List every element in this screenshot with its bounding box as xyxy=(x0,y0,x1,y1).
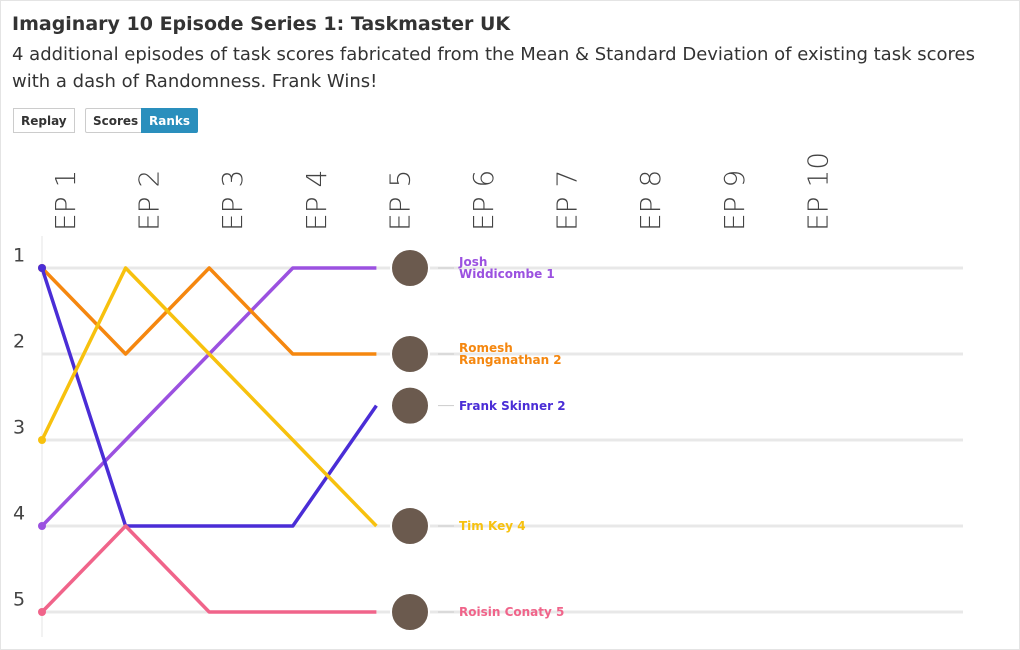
x-tick-label: EP 1 xyxy=(49,170,82,231)
avatar xyxy=(390,592,430,632)
series-label: Tim Key 4 xyxy=(459,519,526,533)
series-label: Romesh Ranganathan 2 xyxy=(459,341,562,367)
start-point xyxy=(38,436,46,444)
series-line xyxy=(40,266,378,528)
y-tick-label: 3 xyxy=(13,417,25,439)
y-tick-label: 1 xyxy=(13,245,25,267)
y-tick-label: 5 xyxy=(13,589,25,611)
replay-button[interactable]: Replay xyxy=(13,108,75,133)
start-point xyxy=(38,608,46,616)
x-tick-label: EP 7 xyxy=(551,170,584,231)
title: Imaginary 10 Episode Series 1: Taskmaste… xyxy=(12,13,511,35)
x-tick-label: EP 3 xyxy=(216,170,249,231)
avatar xyxy=(390,385,430,426)
avatar xyxy=(390,506,430,546)
x-tick-label: EP 2 xyxy=(133,170,166,231)
series-label: Roisin Conaty 5 xyxy=(459,605,565,619)
y-tick-label: 4 xyxy=(13,503,25,525)
x-tick-label: EP 5 xyxy=(383,170,416,231)
start-point xyxy=(38,522,46,530)
x-tick-label: EP 9 xyxy=(718,170,751,231)
x-tick-label: EP 10 xyxy=(801,152,834,231)
series-line xyxy=(40,524,377,614)
avatar xyxy=(390,248,430,288)
x-tick-label: EP 6 xyxy=(467,170,500,231)
series-line xyxy=(40,266,377,528)
series-label: Josh Widdicombe 1 xyxy=(459,255,555,281)
series-line xyxy=(40,267,378,528)
series-label: Frank Skinner 2 xyxy=(459,398,566,413)
mode-button[interactable]: Scores xyxy=(85,108,147,133)
series-line xyxy=(40,266,377,356)
x-tick-label: EP 8 xyxy=(634,170,667,231)
avatar xyxy=(390,334,430,374)
x-tick-label: EP 4 xyxy=(300,170,333,231)
mode-button[interactable]: Ranks xyxy=(141,108,199,133)
subtitle: 4 additional episodes of task scores fab… xyxy=(12,44,975,92)
y-tick-label: 2 xyxy=(13,331,25,353)
start-point xyxy=(38,264,46,272)
